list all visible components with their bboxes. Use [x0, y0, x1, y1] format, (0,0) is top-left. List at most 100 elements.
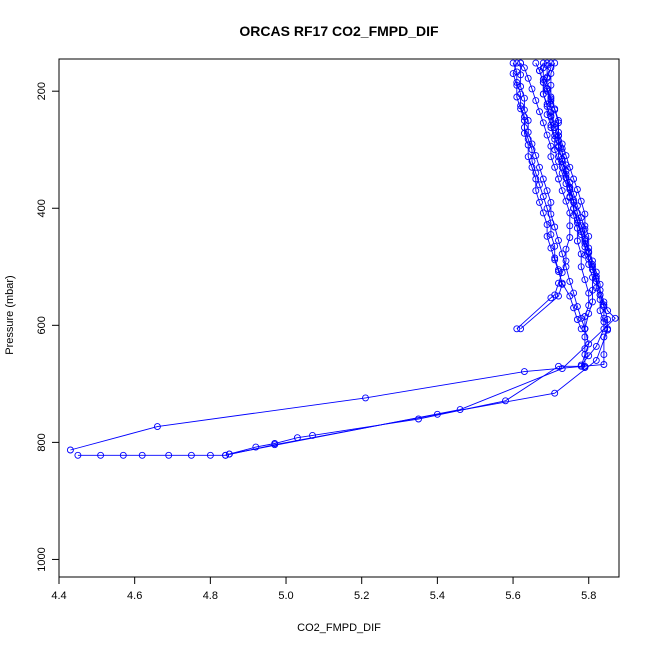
data-point: [577, 325, 585, 333]
data-point: [600, 351, 608, 359]
data-point: [566, 277, 574, 285]
data-point: [225, 450, 233, 458]
data-point: [570, 211, 578, 219]
x-tick-label: 5.0: [278, 590, 293, 602]
x-tick-label: 4.4: [51, 590, 66, 602]
data-point: [517, 71, 525, 79]
plot-frame: [58, 58, 620, 578]
y-tick-label: 600: [36, 316, 48, 334]
data-point: [577, 214, 585, 222]
data-point: [555, 236, 562, 244]
data-point: [206, 451, 214, 459]
chart-title: ORCAS RF17 CO2_FMPD_DIF: [239, 23, 439, 39]
data-point: [524, 74, 532, 82]
data-point: [543, 61, 551, 69]
data-point: [596, 296, 604, 304]
data-point: [596, 307, 604, 315]
data-point: [547, 244, 555, 252]
data-point: [66, 446, 74, 454]
x-tick-label: 4.6: [127, 590, 142, 602]
data-point: [532, 175, 540, 183]
data-point: [524, 117, 532, 124]
x-tick-label: 5.2: [354, 590, 369, 602]
data-point: [536, 108, 543, 116]
data-point: [119, 451, 127, 459]
y-tick-label: 400: [36, 199, 48, 217]
data-point: [517, 105, 525, 113]
data-point: [581, 364, 589, 371]
data-point: [566, 234, 574, 241]
data-point: [566, 183, 574, 191]
data-point: [532, 59, 540, 67]
data-point: [562, 245, 570, 253]
data-point: [551, 106, 559, 114]
data-point: [551, 163, 559, 171]
data-point: [502, 397, 509, 405]
data-point: [513, 81, 521, 89]
data-point: [517, 325, 525, 333]
data-point: [532, 152, 540, 160]
data-point: [558, 187, 566, 195]
data-point: [585, 249, 593, 257]
data-point: [520, 106, 528, 114]
x-tick-label: 4.8: [203, 590, 218, 602]
data-point: [532, 187, 540, 195]
x-axis: 4.4 4.6 4.8 5.0 5.2 5.4 5.6 5.8: [51, 577, 596, 602]
data-point: [585, 352, 593, 360]
data-point: [566, 209, 574, 217]
data-point: [566, 163, 574, 171]
data-point: [524, 141, 532, 149]
x-axis-label: CO2_FMPD_DIF: [297, 622, 381, 634]
data-point: [551, 120, 559, 128]
data-point: [551, 256, 559, 264]
data-point: [165, 451, 173, 459]
data-point: [573, 209, 581, 217]
series-line-8: [520, 63, 586, 329]
data-point: [581, 251, 589, 259]
data-point: [555, 175, 562, 183]
data-point: [509, 59, 517, 67]
data-point: [513, 325, 521, 333]
data-point: [539, 59, 547, 67]
series-line-4: [229, 62, 616, 455]
data-point: [581, 225, 589, 233]
data-point: [585, 232, 593, 240]
series-line-10: [550, 62, 593, 367]
data-point: [551, 389, 559, 397]
data-point: [589, 273, 596, 281]
data-point: [589, 298, 596, 306]
data-point: [74, 451, 82, 459]
data-point: [551, 223, 559, 231]
data-point: [543, 100, 551, 108]
data-point: [517, 59, 525, 67]
data-point: [539, 193, 547, 200]
data-point: [551, 146, 559, 154]
series-line-7: [512, 62, 582, 329]
data-point: [562, 263, 570, 271]
data-point: [558, 279, 566, 287]
data-point: [573, 303, 581, 311]
data-point: [520, 368, 528, 376]
x-tick-label: 5.8: [581, 590, 596, 602]
data-point: [551, 59, 559, 67]
data-point: [539, 64, 547, 72]
data-point: [600, 318, 608, 326]
data-point: [600, 361, 608, 368]
data-point: [520, 129, 528, 137]
data-point: [528, 85, 536, 93]
data-point: [566, 222, 574, 230]
data-point: [611, 314, 619, 322]
data-point: [573, 237, 581, 245]
data-point: [581, 276, 589, 284]
data-point: [555, 362, 562, 370]
data-point: [547, 210, 555, 218]
data-point: [153, 423, 161, 431]
data-point: [555, 268, 562, 275]
data-point: [513, 93, 521, 101]
data-point: [547, 81, 555, 89]
data-point: [604, 326, 612, 334]
data-point: [573, 224, 581, 232]
data-point: [456, 406, 464, 414]
x-tick-label: 5.6: [505, 590, 520, 602]
series-line-5: [516, 62, 571, 330]
